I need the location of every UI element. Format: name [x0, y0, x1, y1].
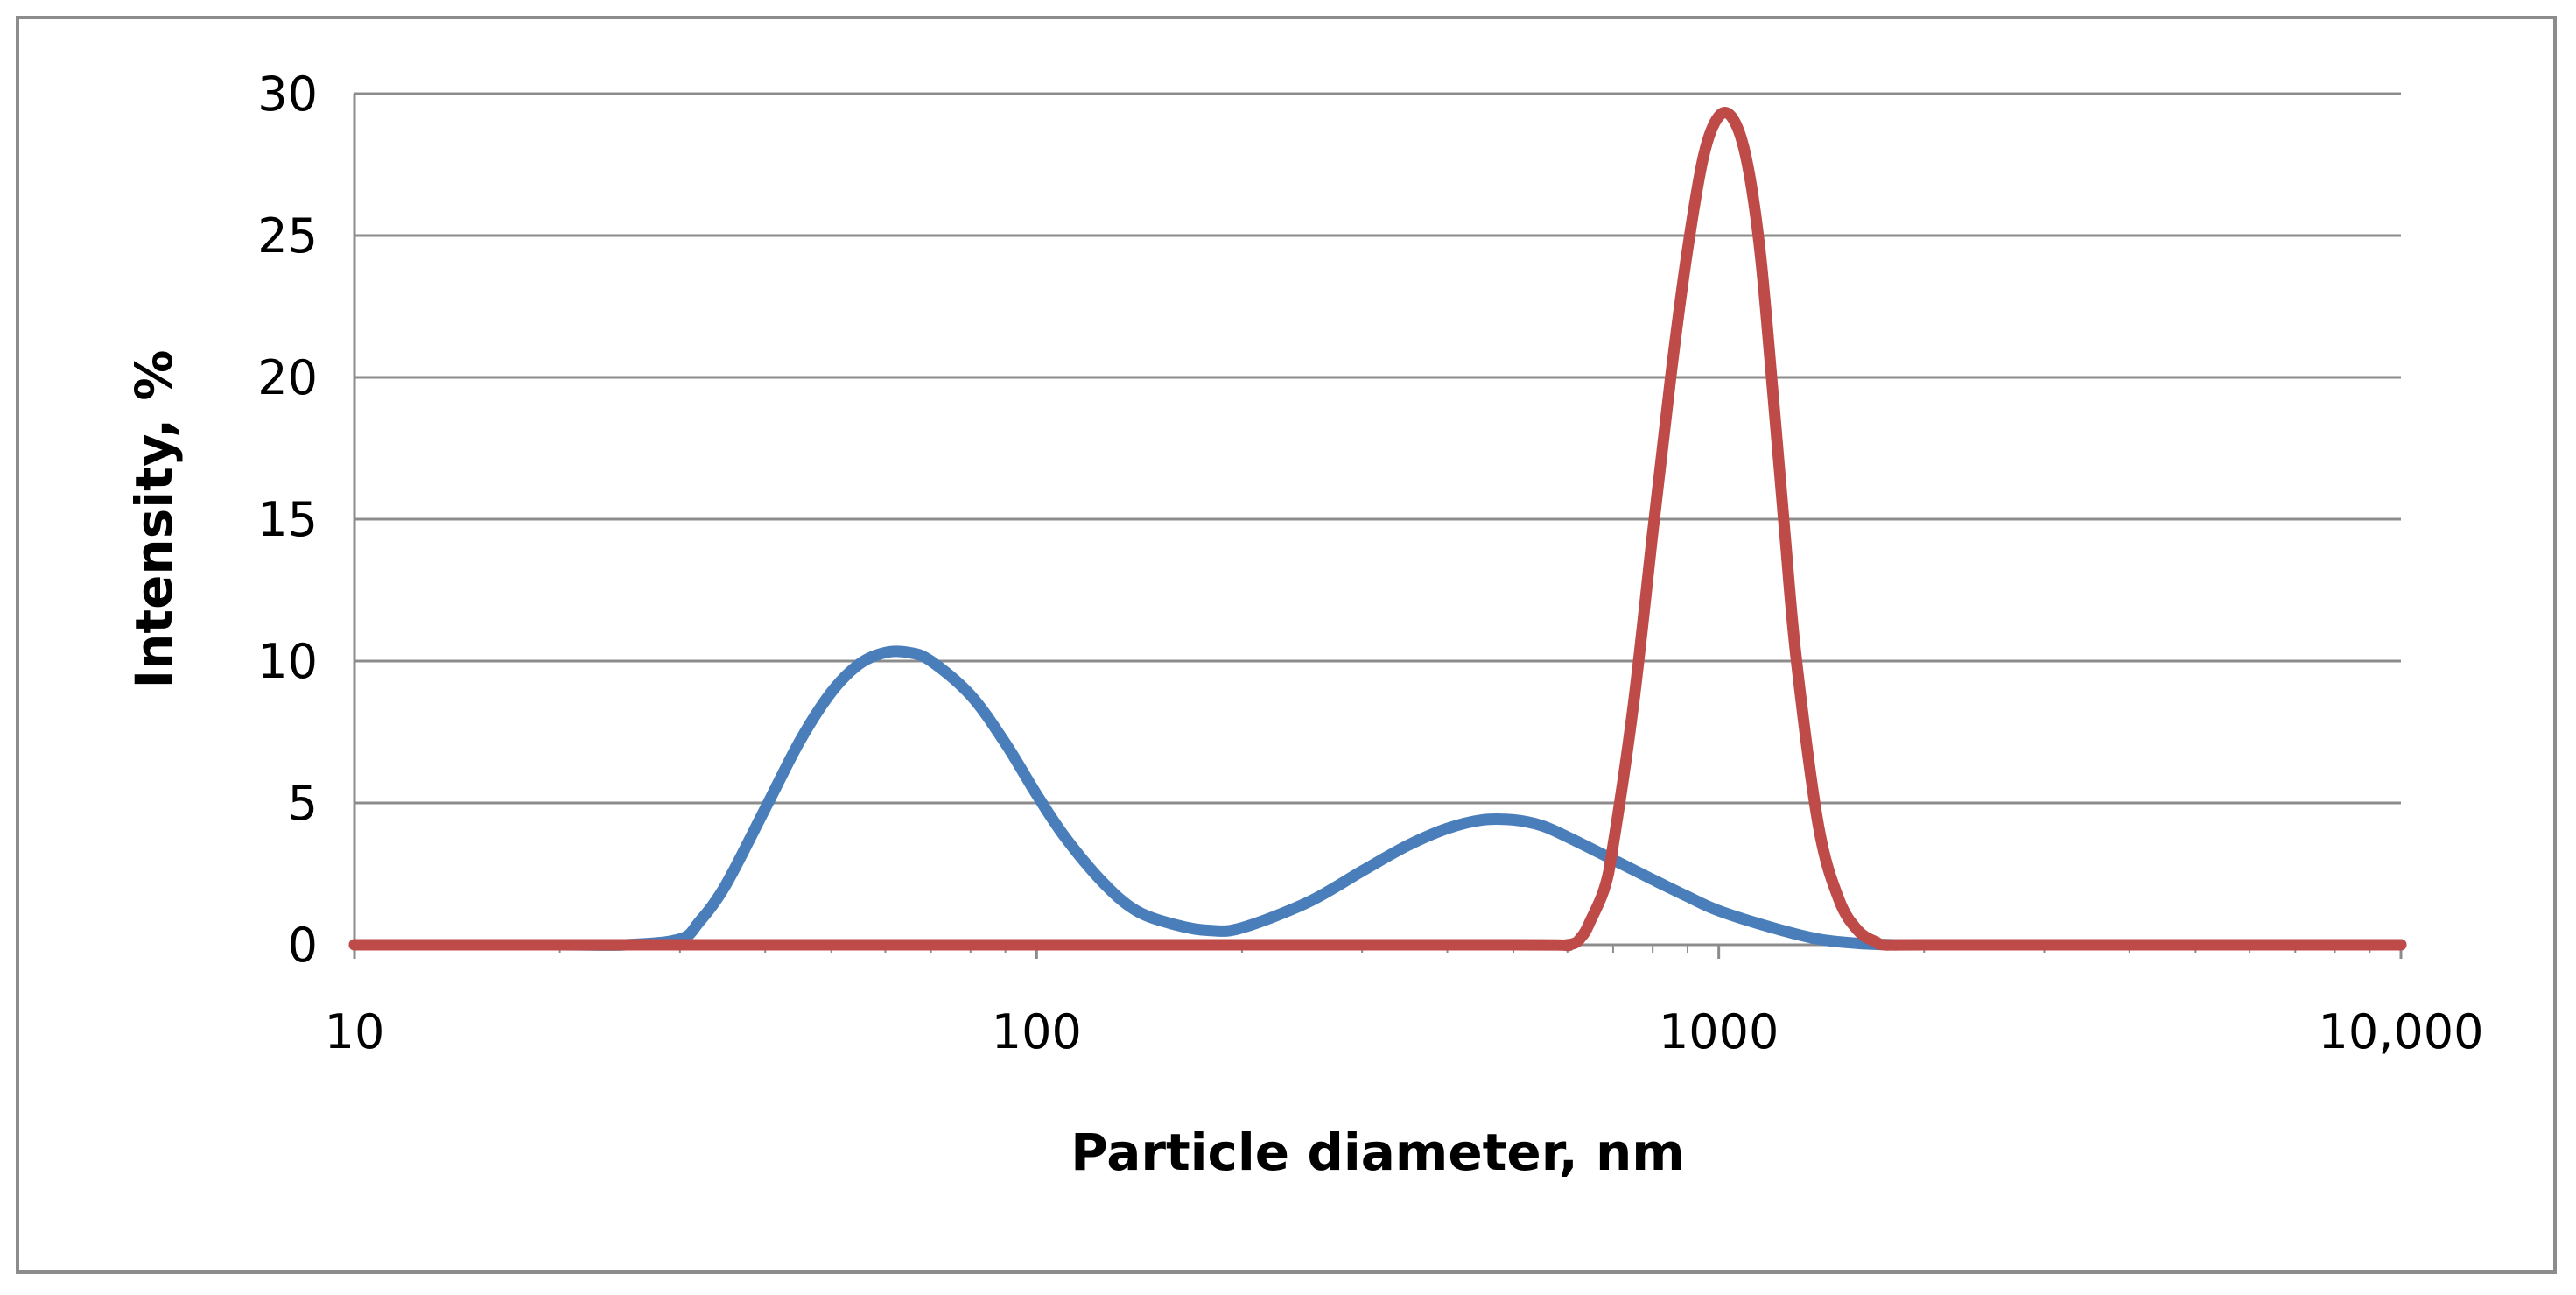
x-tick-label: 10: [325, 1004, 385, 1059]
y-tick-label: 5: [288, 776, 318, 831]
axes: [353, 94, 2403, 959]
data-series: [348, 107, 2407, 952]
y-tick-label: 30: [257, 67, 318, 122]
x-tick-label: 100: [992, 1004, 1082, 1059]
y-tick-label: 10: [257, 634, 318, 689]
x-tick-label: 1000: [1659, 1004, 1779, 1059]
y-tick-label: 25: [257, 208, 318, 264]
y-tick-label: 20: [257, 350, 318, 405]
x-tick-label: 10,000: [2319, 1004, 2484, 1059]
y-tick-label: 0: [288, 918, 318, 973]
chart-frame: [16, 16, 2557, 1274]
y-tick-label: 15: [257, 492, 318, 547]
tick-labels: 0 5 10 15 20 25 30 10 100 1000 10,000: [257, 67, 2483, 1059]
grid-lines: [354, 92, 2401, 805]
series-line-1: [348, 645, 2407, 951]
series-line-2: [348, 107, 2407, 952]
y-axis-title: Intensity, %: [124, 350, 184, 689]
x-axis-title: Particle diameter, nm: [1070, 1123, 1685, 1182]
